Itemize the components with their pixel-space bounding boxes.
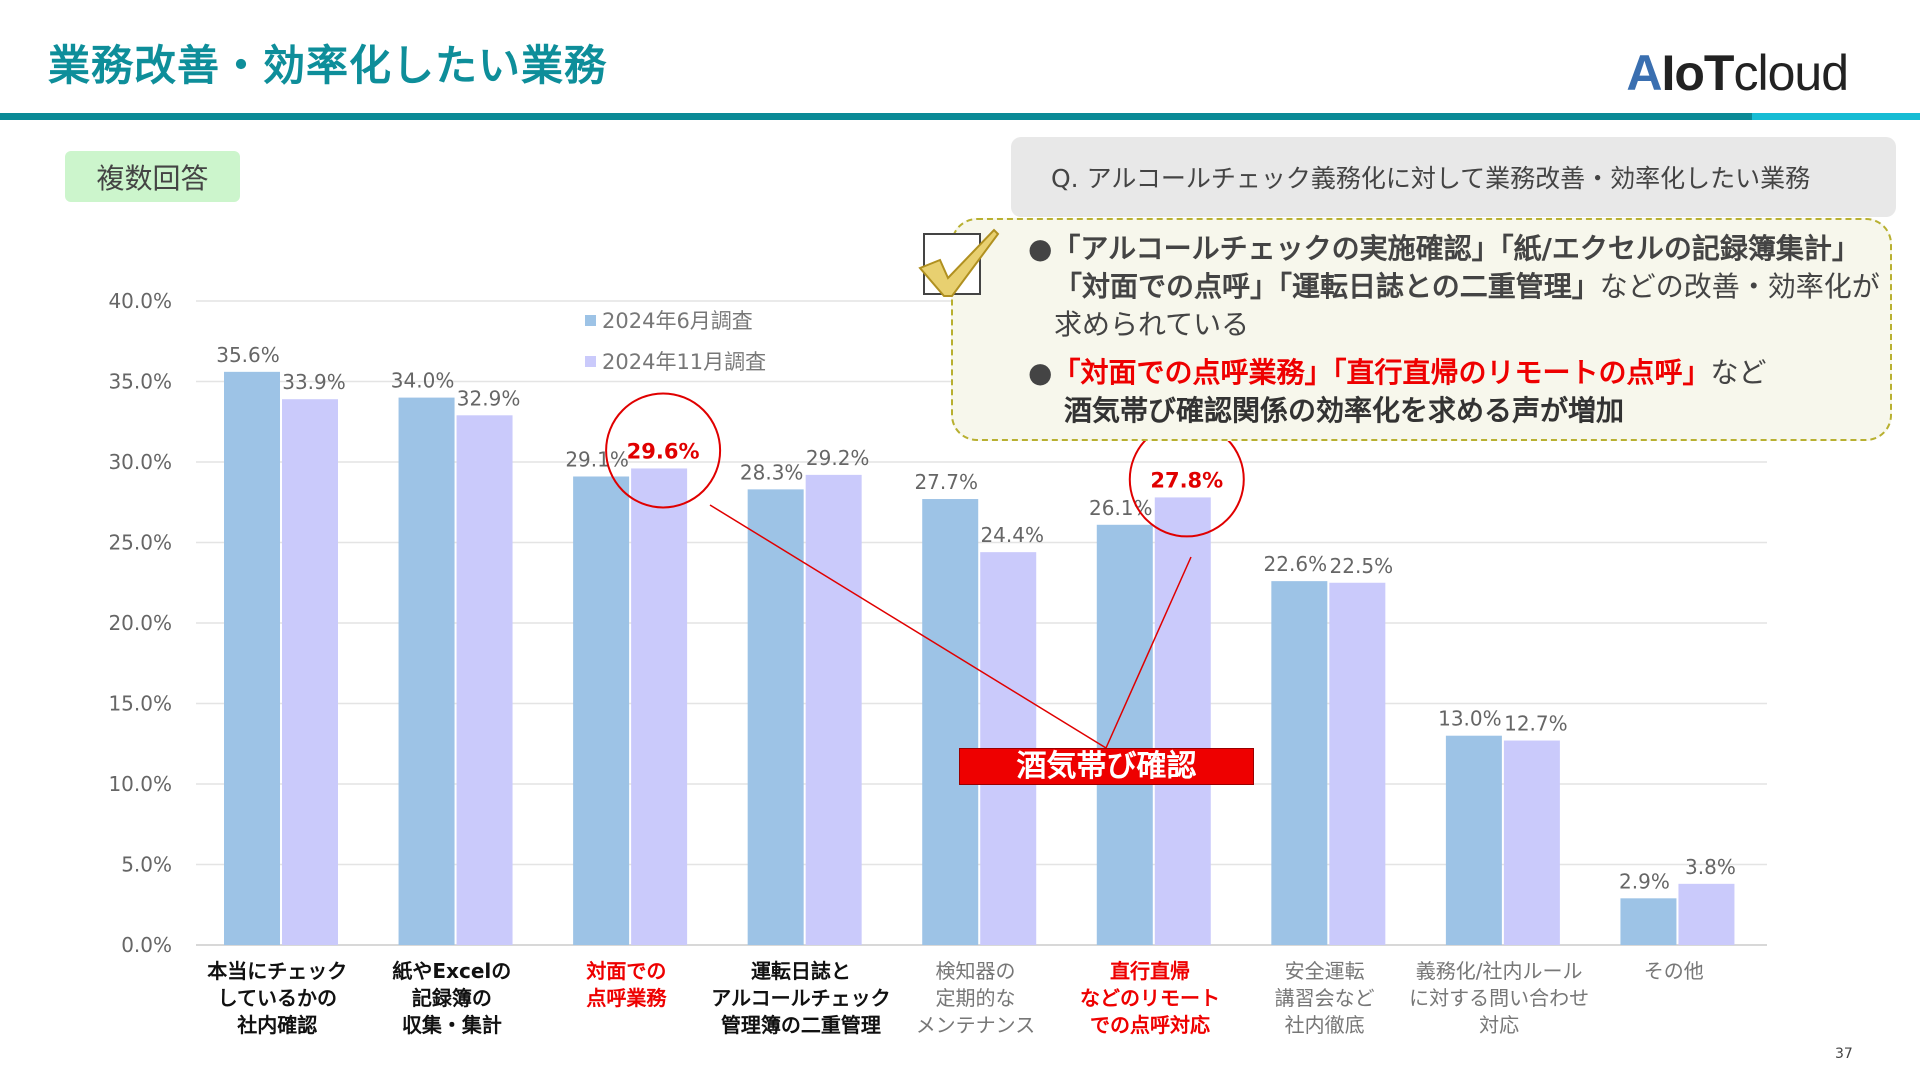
legend-swatch: [585, 356, 596, 367]
bar-june: [747, 489, 804, 945]
category-label: 点呼業務: [586, 986, 667, 1010]
category-label: 運転日誌と: [751, 959, 851, 983]
category-label: 紙やExcelの: [392, 959, 511, 983]
y-tick-label: 15.0%: [108, 692, 172, 716]
y-tick-label: 20.0%: [108, 611, 172, 635]
callout-line-4-rest: など: [1710, 356, 1767, 389]
bar-june: [573, 476, 630, 945]
summary-callout: ●「アルコールチェックの実施確認」「紙/エクセルの記録簿集計」 「対面での点呼」…: [951, 218, 1892, 441]
category-label: 検知器の: [936, 959, 1016, 983]
data-label: 22.6%: [1264, 552, 1328, 576]
question-box: Q. アルコールチェック義務化に対して業務改善・効率化したい業務: [1011, 137, 1896, 217]
legend-swatch: [585, 315, 596, 326]
bar-june: [1271, 581, 1328, 945]
category-label: 管理簿の二重管理: [721, 1013, 881, 1037]
category-label: 対面での: [585, 959, 666, 983]
data-label: 3.8%: [1685, 855, 1736, 879]
bar-november: [282, 399, 338, 946]
highlight-circle: [605, 392, 722, 509]
y-tick-label: 10.0%: [108, 772, 172, 796]
data-label: 29.6%: [627, 439, 700, 463]
annotation-line: [1105, 556, 1192, 749]
bar-november: [1678, 883, 1735, 945]
bar-june: [922, 499, 979, 945]
data-label: 27.7%: [914, 470, 978, 494]
page-title: 業務改善・効率化したい業務: [48, 41, 608, 90]
legend-label: 2024年11月調査: [602, 350, 766, 374]
bar-june: [398, 397, 455, 946]
category-label: 直行直帰: [1110, 959, 1190, 983]
data-label: 24.4%: [980, 523, 1044, 547]
bar-november: [1503, 740, 1560, 945]
data-label: 33.9%: [282, 370, 346, 394]
category-label: での点呼対応: [1090, 1013, 1210, 1037]
bar-june: [1620, 898, 1677, 945]
data-label: 29.1%: [565, 447, 629, 471]
category-label: その他: [1644, 959, 1704, 983]
data-label: 27.8%: [1150, 468, 1223, 492]
bar-june: [1445, 735, 1502, 945]
category-label: 対応: [1479, 1013, 1519, 1037]
y-tick-label: 35.0%: [108, 370, 172, 394]
callout-line-3: 求められている: [1054, 308, 1250, 341]
callout-line-2-rest: などの改善・効率化が: [1599, 270, 1880, 303]
bar-november: [1329, 582, 1386, 945]
header-divider-accent: [1752, 113, 1920, 120]
data-label: 34.0%: [391, 369, 455, 393]
bar-november: [631, 468, 688, 945]
y-tick-label: 30.0%: [108, 450, 172, 474]
y-tick-label: 0.0%: [121, 933, 172, 957]
category-label: に対する問い合わせ: [1409, 986, 1589, 1010]
category-label: 義務化/社内ルール: [1416, 959, 1583, 983]
logo: AIoTcloud: [1626, 45, 1849, 101]
y-tick-label: 25.0%: [108, 531, 172, 555]
callout-line-4-red: 「対面での点呼業務」「直行直帰のリモートの点呼」: [1052, 356, 1711, 389]
header-divider: [0, 113, 1752, 120]
data-label: 35.6%: [216, 343, 280, 367]
callout-line-1: ●「アルコールチェックの実施確認」「紙/エクセルの記録簿集計」: [1028, 232, 1860, 265]
data-label: 13.0%: [1438, 707, 1502, 731]
data-label: 12.7%: [1504, 712, 1568, 736]
category-label: しているかの: [218, 986, 337, 1010]
y-tick-label: 40.0%: [108, 289, 172, 313]
alcohol-check-annotation: 酒気帯び確認: [959, 748, 1254, 785]
data-label: 29.2%: [806, 446, 870, 470]
category-label: 社内徹底: [1285, 1013, 1365, 1037]
data-label: 2.9%: [1619, 869, 1670, 893]
bar-june: [224, 371, 280, 946]
bar-june: [1096, 524, 1153, 945]
multiple-answer-badge: 複数回答: [65, 151, 240, 202]
legend-label: 2024年6月調査: [602, 309, 753, 333]
category-label: メンテナンス: [916, 1013, 1036, 1037]
data-label: 32.9%: [457, 386, 521, 410]
annotation-line: [709, 504, 1107, 749]
category-label: などのリモート: [1080, 986, 1220, 1010]
category-label: 安全運転: [1285, 959, 1365, 983]
callout-bullet: ●: [1028, 356, 1053, 389]
bar-november: [1154, 497, 1211, 945]
data-label: 22.5%: [1330, 554, 1394, 578]
category-label: 収集・集計: [402, 1013, 502, 1037]
category-label: 記録簿の: [412, 986, 492, 1010]
callout-line-5: 酒気帯び確認関係の効率化を求める声が増加: [1064, 394, 1625, 427]
y-tick-label: 5.0%: [121, 853, 172, 877]
category-label: 本当にチェック: [207, 959, 347, 983]
data-label: 28.3%: [740, 460, 804, 484]
category-label: 講習会など: [1275, 986, 1375, 1010]
bar-november: [456, 415, 513, 945]
checkmark-icon: [918, 228, 1000, 297]
bar-november: [805, 474, 862, 945]
callout-line-2-bold: 「対面での点呼」「運転日誌との二重管理」: [1054, 270, 1600, 303]
category-label: 社内確認: [236, 1013, 317, 1037]
page-number: 37: [1835, 1046, 1853, 1062]
category-label: アルコールチェック: [711, 986, 890, 1010]
category-label: 定期的な: [936, 986, 1016, 1010]
